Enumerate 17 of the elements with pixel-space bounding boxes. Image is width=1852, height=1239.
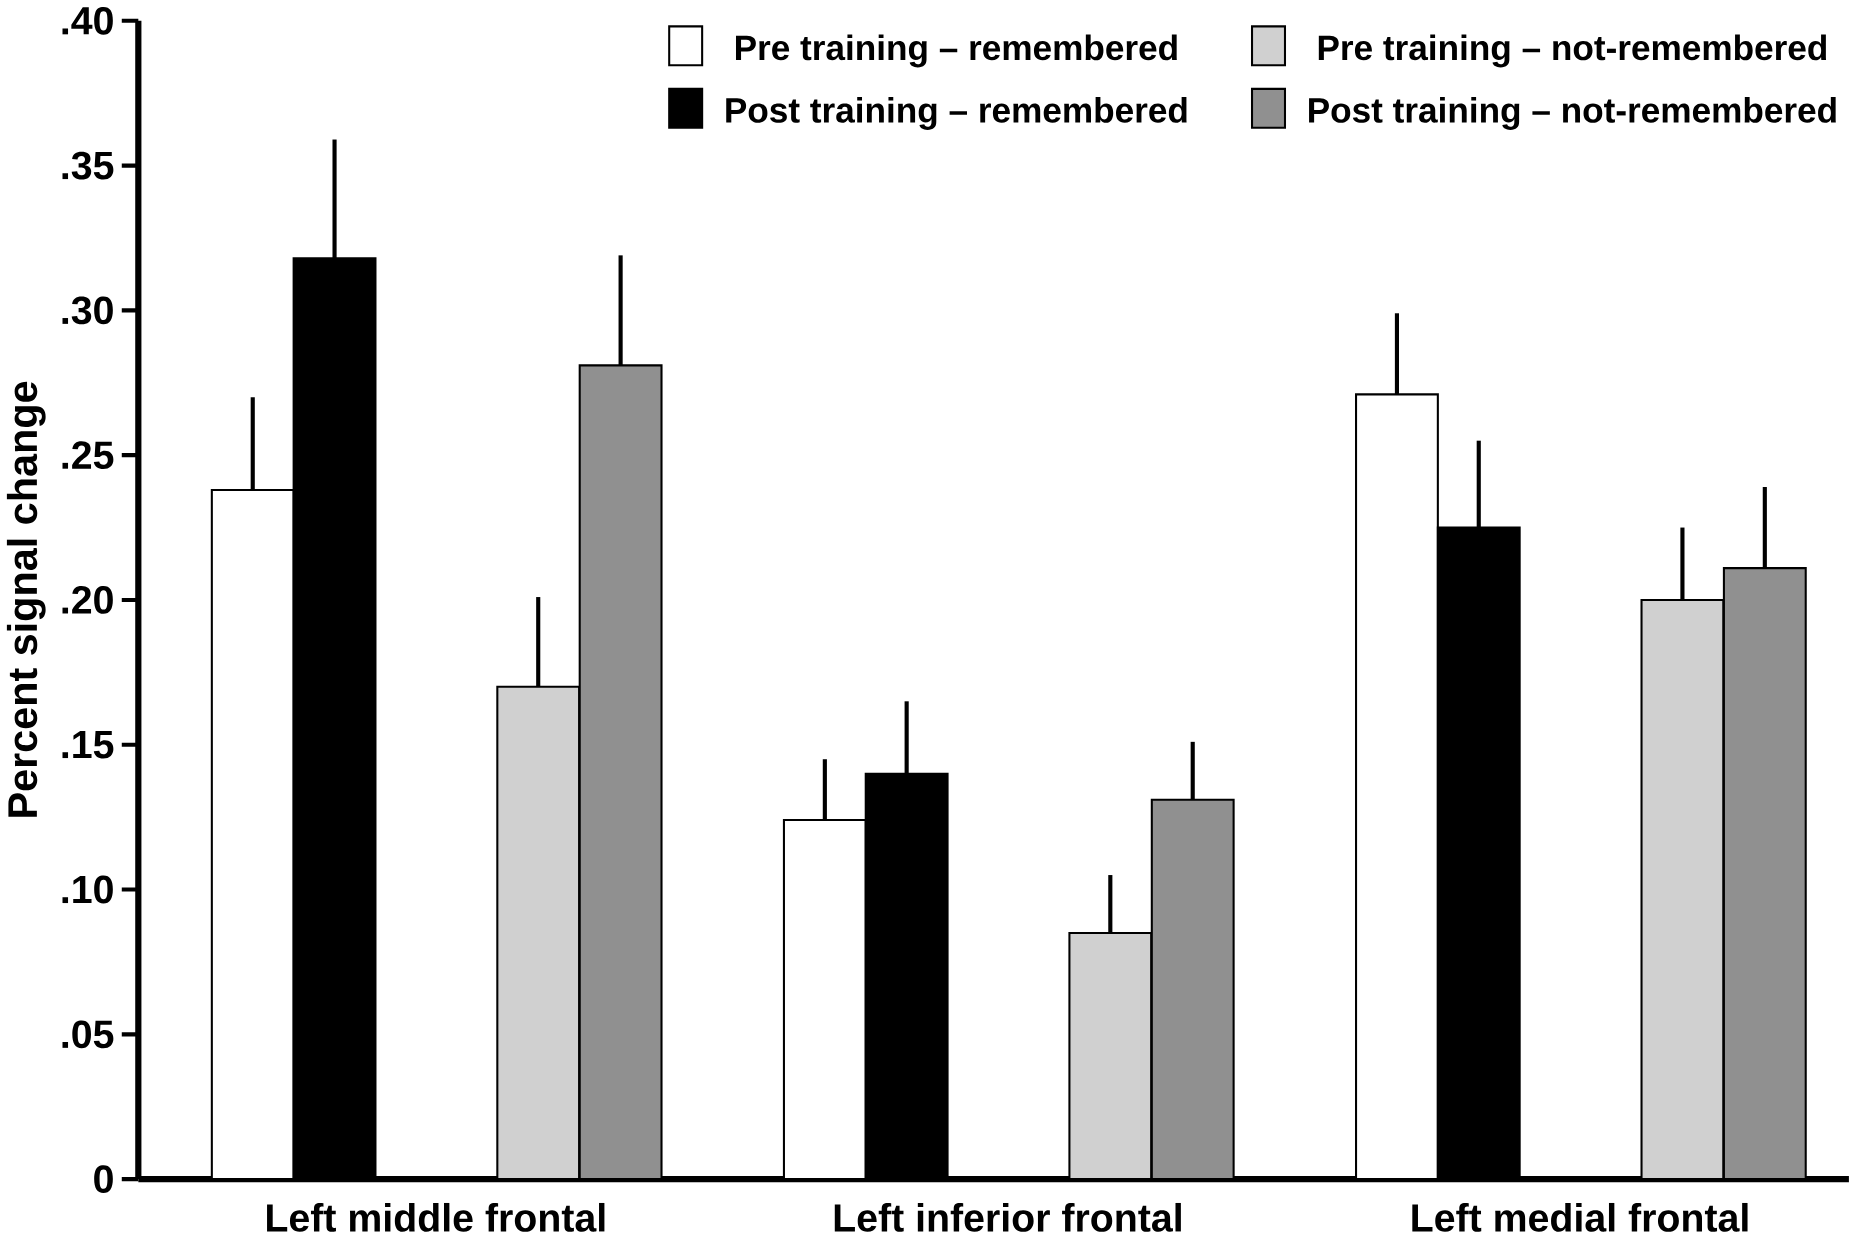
- y-tick-label: 0: [94, 1165, 113, 1194]
- y-tick-label: .30: [62, 296, 113, 325]
- y-tick-label: .15: [62, 731, 114, 759]
- legend-label: Post training – not-remembered: [1309, 97, 1836, 131]
- legend-label: Post training – remembered: [726, 97, 1187, 131]
- y-tick-label: .35: [62, 151, 114, 180]
- x-tick-label: Left middle frontal: [267, 1203, 605, 1232]
- legend-label: Pre training – not-remembered: [1318, 34, 1827, 68]
- y-tick-label: .40: [62, 7, 113, 35]
- y-tick-label: .05: [62, 1020, 114, 1049]
- y-axis-title: Percent signal change: [6, 381, 46, 817]
- legend-label: Pre training – remembered: [735, 34, 1177, 68]
- x-tick-label: Left medial frontal: [1412, 1203, 1748, 1232]
- x-tick-label: Left inferior frontal: [834, 1203, 1181, 1232]
- y-tick-label: .20: [62, 586, 113, 615]
- y-tick-label: .10: [62, 875, 113, 904]
- y-tick-label: .25: [62, 441, 114, 470]
